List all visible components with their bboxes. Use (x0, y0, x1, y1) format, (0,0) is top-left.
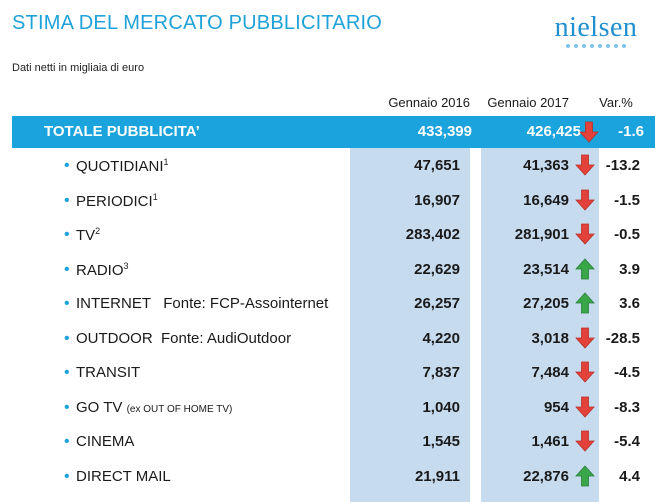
row-jan2016: 1,545 (422, 433, 460, 450)
row-label: QUOTIDIANI1 (76, 157, 169, 175)
row-jan2017: 41,363 (523, 157, 569, 174)
row-var: -4.5 (614, 364, 640, 381)
row-jan2016: 4,220 (422, 329, 460, 347)
row-var: -0.5 (614, 226, 640, 243)
row-jan2016: 1,040 (422, 398, 460, 416)
table-row: • RADIO3 22,629 23,514 3.9 (0, 252, 655, 287)
row-jan2016: 26,257 (414, 295, 460, 312)
arrow-down-icon (575, 154, 595, 181)
row-jan2016: 22,629 (414, 260, 460, 278)
row-jan2017: 954 (543, 398, 569, 416)
logo-text: nielsen (554, 12, 638, 43)
table-row: • TV2 283,402 281,901 -0.5 (0, 217, 655, 252)
arrow-down-icon (575, 361, 595, 388)
total-jan2017: 426,425 (526, 123, 581, 140)
total-label: TOTALE PUBBLICITA’ (44, 123, 200, 140)
row-label: PERIODICI1 (76, 191, 158, 210)
table-row: • CINEMA 1,545 1,461 -5.4 (0, 424, 655, 459)
subtitle: Dati netti in migliaia di euro (12, 62, 145, 74)
arrow-down-icon (575, 327, 595, 354)
row-label: INTERNET Fonte: FCP-Assointernet (76, 295, 329, 312)
bullet-icon: • (64, 398, 70, 416)
column-shade-2016 (350, 148, 470, 502)
column-header-var: Var.% (599, 95, 633, 110)
bullet-icon: • (64, 295, 70, 312)
row-var: -8.3 (614, 398, 640, 416)
total-row: TOTALE PUBBLICITA’ 433,399 426,425 -1.6 (12, 116, 655, 148)
logo-dots (551, 44, 641, 48)
row-jan2016: 21,911 (414, 467, 460, 485)
row-var: 3.6 (619, 295, 640, 312)
arrow-down-icon (575, 396, 595, 423)
arrow-up-icon (575, 292, 595, 319)
arrow-up-icon (575, 257, 595, 285)
row-var: -1.5 (614, 191, 640, 209)
row-jan2016: 47,651 (414, 157, 460, 174)
row-jan2017: 22,876 (523, 467, 569, 485)
row-jan2017: 281,901 (514, 226, 569, 243)
row-jan2017: 3,018 (531, 329, 569, 347)
row-jan2016: 7,837 (422, 364, 460, 381)
table-row: • OUTDOOR Fonte: AudiOutdoor 4,220 3,018… (0, 321, 655, 356)
column-header-2017: Gennaio 2017 (487, 95, 569, 110)
table-row: • INTERNET Fonte: FCP-Assointernet 26,25… (0, 286, 655, 321)
row-jan2017: 23,514 (523, 260, 569, 278)
nielsen-logo: nielsen (551, 14, 641, 48)
row-var: -13.2 (605, 157, 640, 174)
row-label: DIRECT MAIL (76, 467, 171, 485)
arrow-down-icon (575, 189, 595, 216)
page-title: STIMA DEL MERCATO PUBBLICITARIO (12, 12, 382, 34)
arrow-down-icon (579, 121, 599, 148)
row-label: RADIO3 (76, 260, 129, 279)
row-var: -5.4 (614, 433, 640, 450)
row-var: 4.4 (619, 467, 640, 485)
bullet-icon: • (64, 364, 70, 381)
bullet-icon: • (64, 260, 70, 278)
row-label: GO TV (ex OUT OF HOME TV) (76, 398, 233, 416)
row-label: TRANSIT (76, 364, 141, 381)
arrow-down-icon (575, 430, 595, 457)
row-var: -28.5 (605, 329, 640, 347)
bullet-icon: • (64, 433, 70, 450)
table-row: • PERIODICI1 16,907 16,649 -1.5 (0, 183, 655, 218)
row-label: OUTDOOR Fonte: AudiOutdoor (76, 329, 292, 347)
total-jan2016: 433,399 (417, 123, 472, 140)
row-jan2017: 16,649 (523, 191, 569, 209)
row-label: CINEMA (76, 433, 135, 450)
bullet-icon: • (64, 157, 70, 174)
row-jan2017: 1,461 (531, 433, 569, 450)
bullet-icon: • (64, 329, 70, 347)
row-var: 3.9 (619, 260, 640, 278)
arrow-down-icon (575, 223, 595, 250)
bullet-icon: • (64, 467, 70, 485)
arrow-up-icon (575, 464, 595, 492)
row-jan2016: 283,402 (405, 226, 460, 243)
total-var: -1.6 (618, 123, 644, 140)
row-label: TV2 (76, 226, 101, 244)
row-jan2016: 16,907 (414, 191, 460, 209)
table-row: • TRANSIT 7,837 7,484 -4.5 (0, 355, 655, 390)
column-header-2016: Gennaio 2016 (388, 95, 470, 110)
bullet-icon: • (64, 191, 70, 209)
row-jan2017: 7,484 (531, 364, 569, 381)
row-jan2017: 27,205 (523, 295, 569, 312)
row-note: (ex OUT OF HOME TV) (126, 403, 233, 415)
bullet-icon: • (64, 226, 70, 243)
table-row: • GO TV (ex OUT OF HOME TV) 1,040 954 -8… (0, 390, 655, 425)
table-row: • QUOTIDIANI1 47,651 41,363 -13.2 (0, 148, 655, 183)
table-row: • DIRECT MAIL 21,911 22,876 4.4 (0, 459, 655, 494)
media-table: • QUOTIDIANI1 47,651 41,363 -13.2 • PERI… (0, 148, 655, 493)
